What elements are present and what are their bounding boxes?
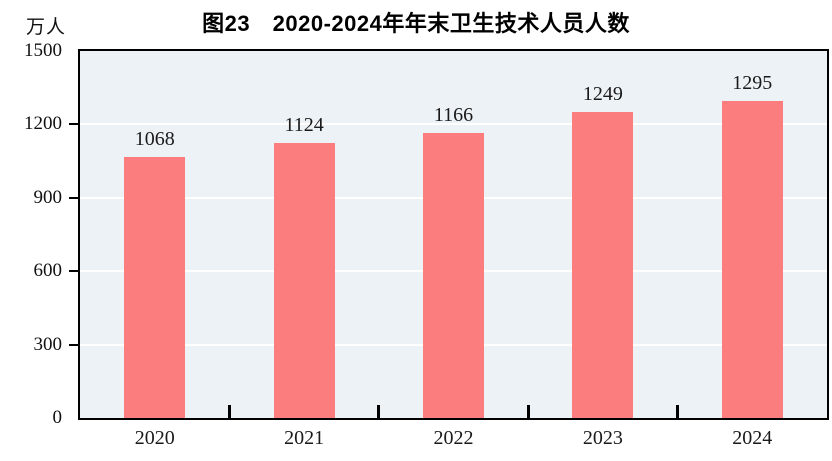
- gridline: [80, 123, 827, 126]
- x-axis-label: 2021: [284, 427, 325, 449]
- y-axis-label: 1200: [24, 113, 62, 135]
- y-axis-label: 1500: [24, 40, 62, 61]
- y-axis-tick: [69, 196, 78, 199]
- y-axis-label: 0: [52, 407, 63, 428]
- y-axis-label: 600: [33, 260, 63, 282]
- y-axis-tick: [69, 343, 78, 346]
- y-axis-tick: [69, 123, 78, 126]
- bar: [273, 143, 335, 418]
- chart-title: 图23 2020-2024年年末卫生技术人员人数: [202, 11, 630, 36]
- bar: [572, 112, 634, 418]
- bar: [721, 101, 783, 418]
- bar-value-label: 1249: [582, 83, 623, 106]
- x-axis-boundary-tick: [377, 405, 381, 418]
- y-axis-unit-label: 万人: [26, 17, 67, 38]
- x-axis-label: 2024: [732, 427, 773, 449]
- x-axis-label: 2022: [433, 427, 474, 449]
- x-axis-boundary-tick: [526, 405, 530, 418]
- plot-area: 1068 1124 1166 1249 1295: [78, 49, 829, 420]
- y-axis-label: 300: [33, 333, 63, 355]
- bar: [124, 156, 186, 418]
- bar-value-label: 1295: [732, 72, 773, 95]
- y-axis-tick: [69, 270, 78, 273]
- x-axis-label: 2023: [582, 427, 623, 449]
- x-axis-boundary-tick: [676, 405, 680, 418]
- bar-value-label: 1124: [284, 114, 324, 136]
- x-axis-label: 2020: [134, 427, 175, 449]
- y-axis-label: 900: [33, 186, 63, 208]
- bar-value-label: 1166: [433, 103, 474, 126]
- x-axis-boundary-tick: [227, 405, 231, 418]
- bar: [423, 132, 484, 418]
- bar-value-label: 1068: [134, 127, 175, 150]
